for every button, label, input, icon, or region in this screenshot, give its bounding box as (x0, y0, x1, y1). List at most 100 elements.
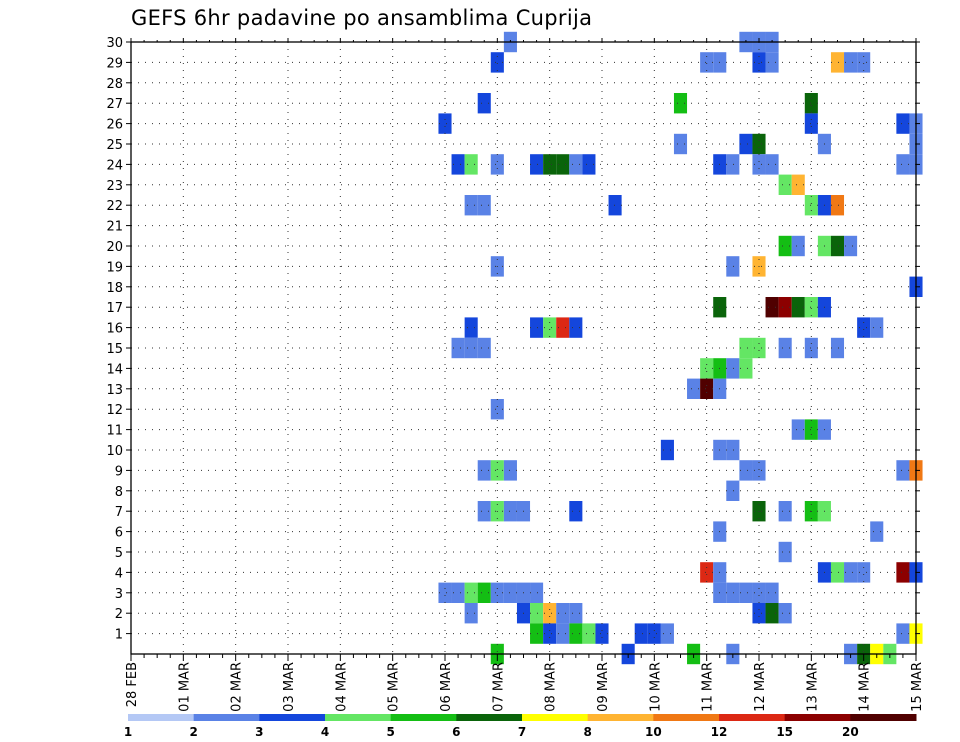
colorbar-swatch (325, 714, 392, 721)
y-tick-label: 15 (106, 342, 123, 357)
data-cell (752, 133, 766, 155)
data-cell (660, 439, 674, 461)
data-cell (804, 195, 818, 216)
data-cell (477, 195, 491, 216)
x-tick-label: 09 MAR (596, 662, 611, 712)
data-cell (490, 399, 504, 420)
data-cell (569, 623, 583, 644)
data-cell (700, 562, 714, 583)
y-tick-label: 25 (106, 138, 123, 153)
data-cell (673, 93, 688, 114)
data-cell (857, 317, 871, 338)
data-cell (543, 623, 557, 644)
data-cell (451, 582, 465, 603)
data-cell (844, 235, 858, 257)
y-tick-label: 3 (115, 587, 123, 602)
colorbar-swatch (719, 714, 786, 721)
data-cell (752, 52, 766, 73)
data-cell (791, 174, 805, 195)
x-tick-label: 05 MAR (387, 662, 402, 712)
y-tick-label: 6 (115, 526, 123, 541)
data-cell (752, 460, 766, 481)
data-cell (700, 52, 714, 73)
data-cell (569, 501, 583, 522)
data-cell (752, 582, 766, 603)
y-tick-label: 16 (106, 322, 123, 337)
data-cell (778, 541, 792, 563)
data-cell (451, 154, 465, 175)
y-tick-label: 22 (106, 199, 123, 214)
colorbar-swatch (128, 714, 195, 721)
y-tick-label: 19 (106, 260, 123, 275)
data-cell (503, 501, 517, 522)
data-cell (896, 460, 910, 481)
y-axis: 1234567891011121314151617181920212223242… (106, 36, 920, 643)
data-cell (804, 93, 818, 114)
data-cell (464, 337, 478, 359)
data-cell (830, 337, 845, 359)
y-tick-label: 23 (106, 179, 123, 194)
data-cell (569, 154, 583, 175)
colorbar-label: 6 (452, 725, 460, 739)
colorbar-swatch (193, 714, 260, 721)
data-cell (778, 297, 792, 318)
colorbar-label: 20 (842, 725, 859, 739)
colorbar-label: 12 (711, 725, 728, 739)
data-cell (778, 235, 792, 257)
y-tick-label: 14 (106, 362, 123, 377)
data-cell (739, 460, 753, 481)
data-cell (830, 195, 845, 216)
data-cell (726, 480, 740, 501)
data-cell (778, 501, 792, 522)
data-cell (438, 582, 452, 603)
data-cell (896, 113, 910, 134)
colorbar-label: 5 (386, 725, 394, 739)
data-cell (464, 582, 478, 603)
y-tick-label: 11 (106, 424, 123, 439)
x-tick-label: 13 MAR (805, 662, 820, 712)
data-cell (765, 154, 779, 175)
y-tick-label: 12 (106, 403, 123, 418)
y-tick-label: 1 (115, 628, 123, 643)
data-cell (870, 521, 884, 542)
data-cell (490, 582, 504, 603)
data-cell (490, 460, 504, 481)
data-cell (726, 256, 740, 277)
data-cell (464, 195, 478, 216)
data-cell (726, 358, 740, 379)
data-cell (490, 52, 504, 73)
data-cell (739, 358, 753, 379)
y-tick-label: 26 (106, 118, 123, 133)
data-cell (556, 317, 570, 338)
colorbar-label: 1 (124, 725, 132, 739)
y-tick-label: 7 (115, 505, 123, 520)
data-cell (543, 603, 557, 624)
data-cell (896, 154, 910, 175)
colorbar-label: 7 (518, 725, 526, 739)
x-tick-label: 03 MAR (282, 662, 297, 712)
data-cell (765, 52, 779, 73)
x-tick-label: 01 MAR (177, 662, 192, 712)
colorbar-label: 10 (645, 725, 662, 739)
data-cell (752, 603, 766, 624)
data-cell (804, 337, 818, 359)
data-cell (739, 582, 753, 603)
data-cell (870, 317, 884, 338)
data-cell (477, 582, 491, 603)
x-tick-label: 04 MAR (334, 662, 349, 712)
colorbar-swatch (259, 714, 326, 721)
data-cell (503, 582, 517, 603)
data-cell (791, 419, 805, 440)
x-tick-label: 02 MAR (230, 662, 245, 712)
data-cell (752, 154, 766, 175)
data-cell (778, 174, 792, 195)
data-cell (673, 133, 688, 155)
data-cell (530, 582, 544, 603)
colorbar-label: 2 (189, 725, 197, 739)
chart-title: GEFS 6hr padavine po ansamblima Cuprija (131, 6, 593, 30)
data-cell (543, 154, 557, 175)
data-cell (765, 297, 779, 318)
x-tick-label: 28 FEB (125, 662, 140, 707)
data-cell (569, 317, 583, 338)
